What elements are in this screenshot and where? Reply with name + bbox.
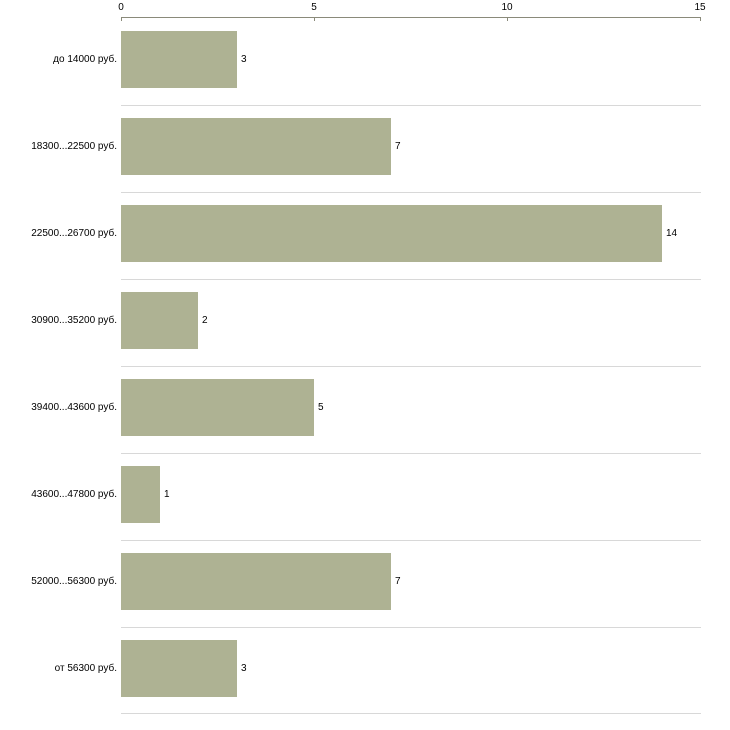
row-separator [121,713,701,714]
bar-value-label-4: 5 [318,402,324,413]
bar-6 [121,553,391,610]
row-separator [121,105,701,106]
y-category-label-6: 52000...56300 руб. [31,576,117,587]
row-separator [121,192,701,193]
x-tick-label-2: 10 [501,2,513,13]
row-separator [121,279,701,280]
x-tick-label-3: 15 [694,2,706,13]
row-separator [121,366,701,367]
y-category-label-4: 39400...43600 руб. [31,402,117,413]
row-separator [121,627,701,628]
x-tick-mark-2 [507,17,508,21]
bar-1 [121,118,391,175]
row-separator [121,540,701,541]
bar-value-label-7: 3 [241,663,247,674]
bar-value-label-2: 14 [666,228,678,239]
bar-value-label-5: 1 [164,489,170,500]
x-tick-mark-1 [314,17,315,21]
bar-value-label-1: 7 [395,141,401,152]
x-tick-mark-3 [700,17,701,21]
y-category-label-2: 22500...26700 руб. [31,228,117,239]
y-category-label-1: 18300...22500 руб. [31,141,117,152]
y-category-label-3: 30900...35200 руб. [31,315,117,326]
y-category-label-0: до 14000 руб. [53,54,117,65]
bar-0 [121,31,237,88]
x-tick-mark-0 [121,17,122,21]
x-tick-label-1: 5 [311,2,317,13]
y-category-label-7: от 56300 руб. [54,663,117,674]
bar-4 [121,379,314,436]
row-separator [121,453,701,454]
bar-2 [121,205,662,262]
bar-5 [121,466,160,523]
y-category-label-5: 43600...47800 руб. [31,489,117,500]
bar-3 [121,292,198,349]
x-axis-line [121,17,701,18]
bar-value-label-3: 2 [202,315,208,326]
bar-value-label-0: 3 [241,54,247,65]
bar-value-label-6: 7 [395,576,401,587]
x-tick-label-0: 0 [118,2,124,13]
bar-7 [121,640,237,697]
